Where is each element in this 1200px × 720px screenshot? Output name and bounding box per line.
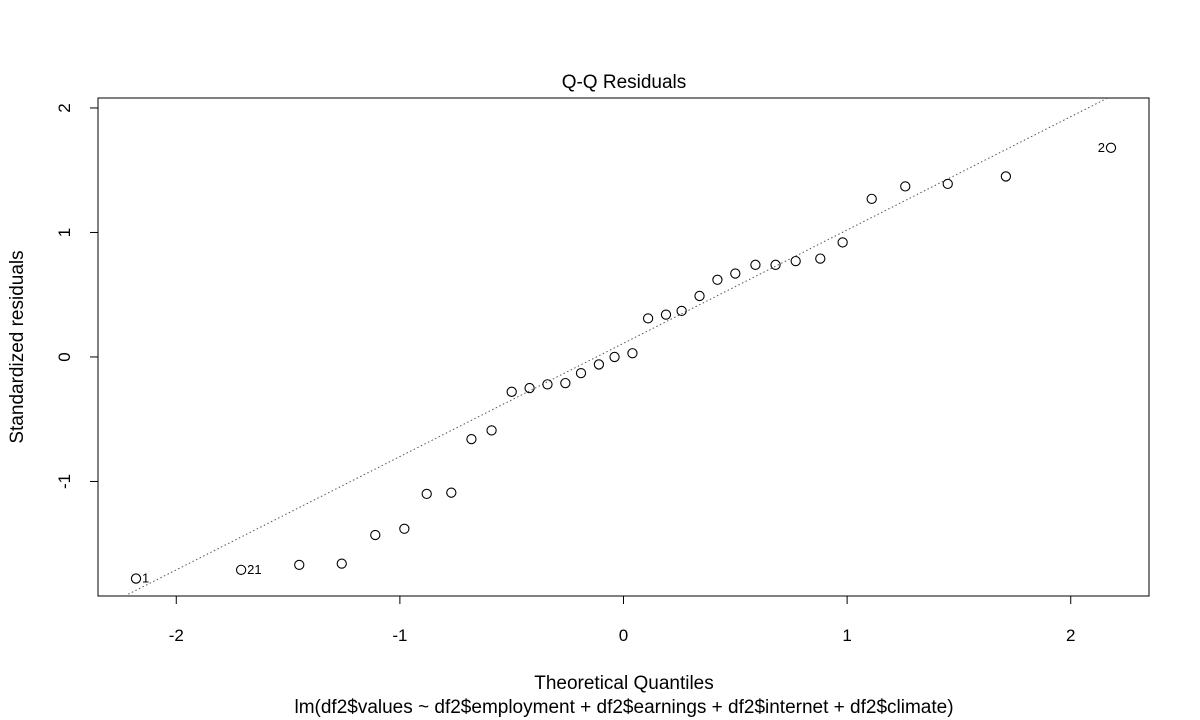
- residual-point: [542, 379, 553, 390]
- x-tick-label: 1: [842, 626, 851, 645]
- residual-point: [370, 529, 381, 541]
- chart-title: Q-Q Residuals: [562, 72, 687, 93]
- residual-point: [900, 181, 911, 192]
- residual-point: [942, 178, 953, 190]
- residual-point: [575, 367, 587, 379]
- x-tick-label: -1: [392, 626, 407, 645]
- residual-point: [676, 305, 687, 317]
- x-tick-label: 2: [1066, 626, 1075, 645]
- residual-point: [609, 351, 620, 363]
- residual-point: [486, 425, 497, 436]
- residual-point: [750, 259, 761, 270]
- residual-point: [790, 255, 801, 267]
- y-tick-label: 2: [55, 103, 74, 112]
- qq-reference-line: [124, 97, 1108, 597]
- x-axis-label: Theoretical Quantiles: [534, 673, 714, 694]
- residual-point: [446, 487, 457, 498]
- residual-point: [593, 359, 605, 370]
- x-tick-label: -2: [169, 626, 184, 645]
- residual-point: [421, 488, 432, 500]
- x-tick-label: 0: [619, 626, 628, 645]
- y-axis-label: Standardized residuals: [7, 250, 28, 443]
- residual-point: [336, 558, 347, 569]
- point-label: 1: [142, 571, 149, 586]
- residual-point: [627, 348, 638, 359]
- residual-point: [560, 377, 571, 389]
- residual-point: [712, 274, 723, 285]
- model-formula-subtitle: lm(df2$values ~ df2$employment + df2$ear…: [294, 697, 953, 718]
- residual-point: [770, 259, 781, 270]
- point-label: 2: [1098, 140, 1105, 155]
- residual-point: [294, 559, 305, 571]
- residual-point: [694, 290, 705, 302]
- residual-point: [815, 253, 826, 264]
- residual-point: [130, 573, 142, 584]
- y-tick-label: -1: [55, 474, 74, 489]
- residual-point: [1105, 142, 1117, 153]
- residual-point: [837, 237, 848, 248]
- residual-point: [235, 564, 247, 576]
- y-tick-label: 1: [55, 228, 74, 237]
- point-label: 21: [247, 562, 261, 577]
- y-tick-label: 0: [55, 352, 74, 361]
- residual-point: [524, 382, 535, 394]
- residual-point: [466, 433, 477, 445]
- residual-point: [642, 313, 654, 324]
- residual-point: [399, 523, 410, 534]
- residual-point: [730, 268, 741, 279]
- residual-point: [1000, 171, 1012, 182]
- plot-frame: [97, 97, 1150, 597]
- residual-point: [506, 386, 517, 397]
- residual-point: [866, 193, 877, 204]
- residual-point: [660, 309, 672, 320]
